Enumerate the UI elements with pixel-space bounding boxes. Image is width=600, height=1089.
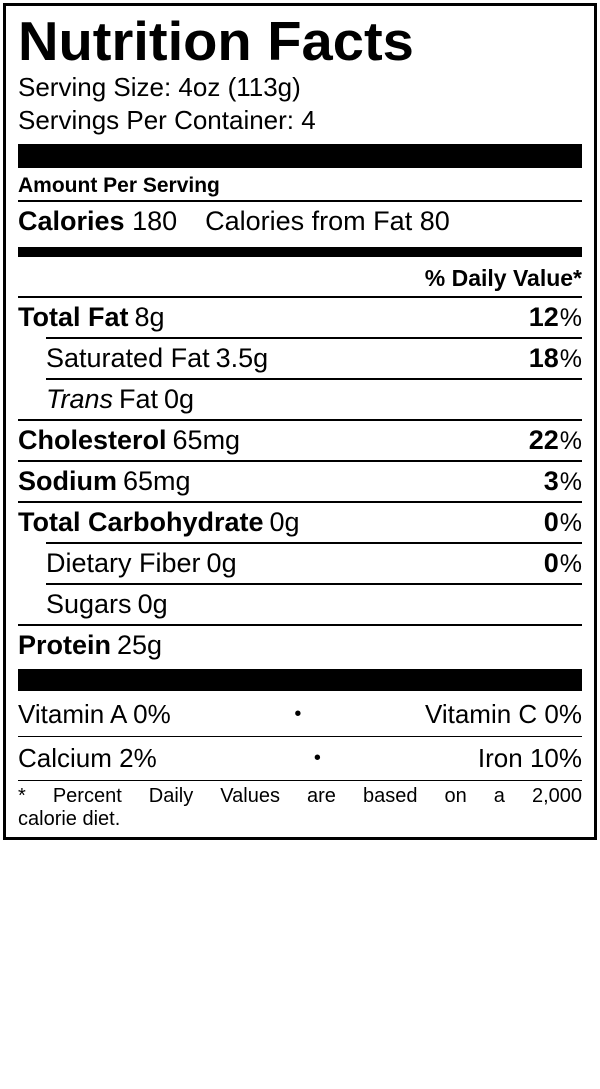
calcium: Calcium 2% (18, 743, 157, 774)
trans-fat-row: Trans Fat 0g (46, 380, 582, 419)
pct-sign: % (560, 304, 582, 332)
serving-size-line: Serving Size: 4oz (113g) (18, 71, 582, 104)
calories-row: Calories 180 Calories from Fat 80 (18, 202, 582, 241)
sodium-value: 65mg (123, 466, 191, 497)
calories-label: Calories (18, 206, 125, 236)
total-fat-value: 8g (135, 302, 165, 333)
iron: Iron 10% (478, 743, 582, 774)
servings-per-value: 4 (301, 105, 315, 135)
pct-sign: % (560, 550, 582, 578)
pct-sign: % (560, 345, 582, 373)
servings-per-line: Servings Per Container: 4 (18, 104, 582, 137)
carb-label: Total Carbohydrate (18, 507, 264, 538)
protein-value: 25g (117, 630, 162, 661)
dv-header: % Daily Value* (18, 261, 582, 296)
calories-value: 180 (132, 206, 177, 236)
total-fat-dv: 12 (529, 302, 559, 332)
cholesterol-dv: 22 (529, 425, 559, 455)
thick-bar-top (18, 144, 582, 168)
sodium-row: Sodium 65mg 3% (18, 462, 582, 501)
serving-size-value: 4oz (113g) (178, 72, 300, 102)
fiber-value: 0g (207, 548, 237, 579)
vitamin-a: Vitamin A 0% (18, 699, 171, 730)
cholesterol-row: Cholesterol 65mg 22% (18, 421, 582, 460)
medium-bar (18, 247, 582, 257)
footnote: * Percent Daily Values are based on a 2,… (18, 781, 582, 831)
trans-fat-value: 0g (164, 384, 194, 415)
footnote-line-1: * Percent Daily Values are based on a 2,… (18, 785, 582, 808)
bullet-icon: • (294, 703, 301, 726)
calories-from-fat-label: Calories from Fat (205, 206, 412, 236)
carb-row: Total Carbohydrate 0g 0% (18, 503, 582, 542)
vitamin-row-2: Calcium 2% • Iron 10% (18, 737, 582, 780)
title: Nutrition Facts (18, 14, 593, 69)
sugars-value: 0g (138, 589, 168, 620)
fiber-label: Dietary Fiber (46, 548, 201, 579)
trans-label: Trans (46, 384, 113, 415)
sat-fat-dv: 18 (529, 343, 559, 373)
sodium-label: Sodium (18, 466, 117, 497)
nutrition-facts-panel: Nutrition Facts Serving Size: 4oz (113g)… (3, 3, 597, 840)
pct-sign: % (560, 509, 582, 537)
sat-fat-label: Saturated Fat (46, 343, 210, 374)
sodium-dv: 3 (544, 466, 559, 496)
carb-value: 0g (270, 507, 300, 538)
serving-size-label: Serving Size: (18, 72, 171, 102)
servings-per-label: Servings Per Container: (18, 105, 294, 135)
protein-row: Protein 25g (18, 626, 582, 665)
cholesterol-label: Cholesterol (18, 425, 167, 456)
fiber-row: Dietary Fiber 0g 0% (46, 544, 582, 583)
amount-per-serving: Amount Per Serving (18, 172, 582, 200)
protein-label: Protein (18, 630, 111, 661)
total-fat-label: Total Fat (18, 302, 129, 333)
vitamin-row-1: Vitamin A 0% • Vitamin C 0% (18, 693, 582, 736)
carb-dv: 0 (544, 507, 559, 537)
bullet-icon: • (314, 747, 321, 770)
trans-fat-label: Fat (119, 384, 158, 415)
cholesterol-value: 65mg (173, 425, 241, 456)
thick-bar-bottom (18, 669, 582, 691)
sugars-row: Sugars 0g (46, 585, 582, 624)
total-fat-row: Total Fat 8g 12% (18, 298, 582, 337)
sat-fat-value: 3.5g (216, 343, 269, 374)
sugars-label: Sugars (46, 589, 132, 620)
pct-sign: % (560, 468, 582, 496)
pct-sign: % (560, 427, 582, 455)
sat-fat-row: Saturated Fat 3.5g 18% (46, 339, 582, 378)
footnote-line-2: calorie diet. (18, 808, 582, 831)
calories-from-fat-value: 80 (420, 206, 450, 236)
fiber-dv: 0 (544, 548, 559, 578)
vitamin-c: Vitamin C 0% (425, 699, 582, 730)
